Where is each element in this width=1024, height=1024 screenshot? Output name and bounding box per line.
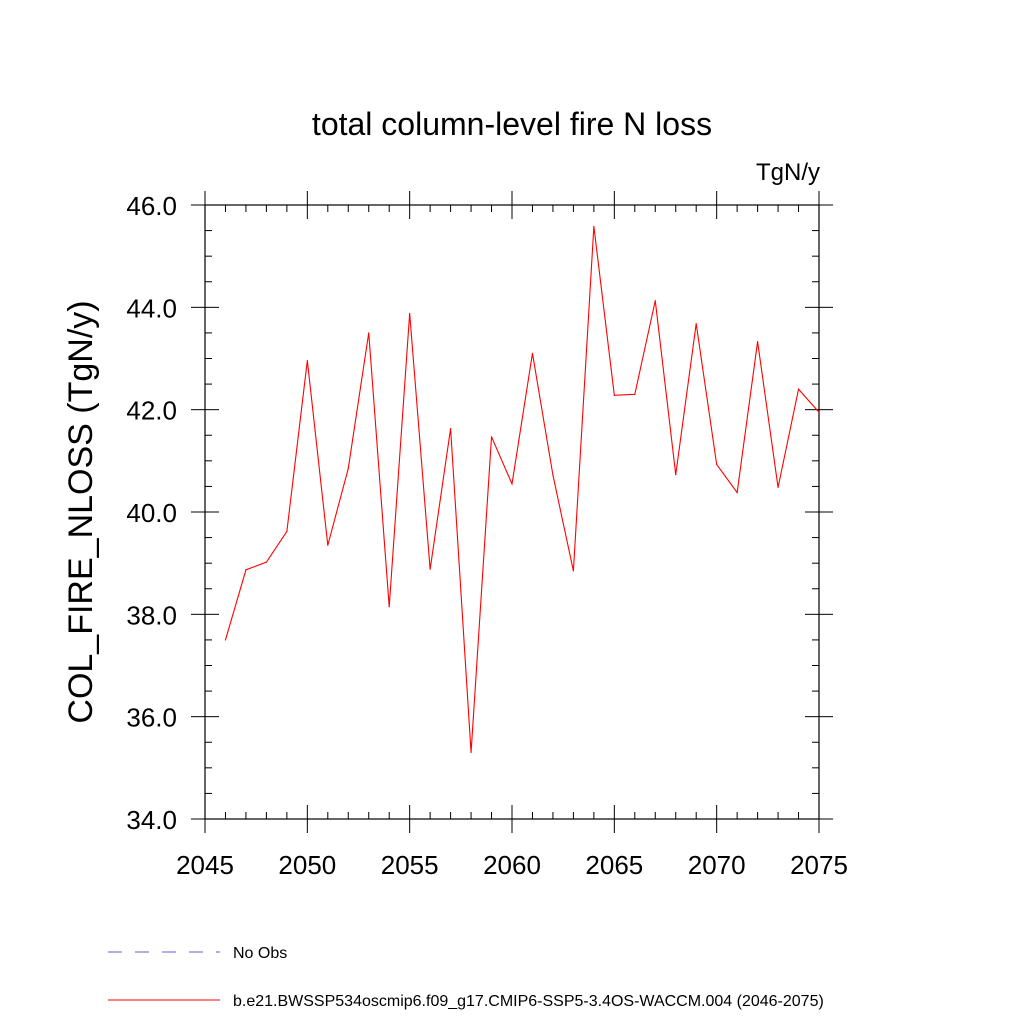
y-tick-label: 34.0 bbox=[126, 805, 177, 835]
data-point bbox=[695, 323, 697, 325]
series-lines bbox=[224, 225, 820, 754]
data-point bbox=[388, 606, 390, 608]
data-point bbox=[716, 463, 718, 466]
data-point bbox=[409, 312, 411, 315]
x-tick-label: 2045 bbox=[176, 850, 234, 880]
x-tick-label: 2070 bbox=[688, 850, 746, 880]
data-point bbox=[552, 474, 554, 476]
data-point bbox=[368, 332, 370, 334]
y-tick-label: 40.0 bbox=[126, 498, 177, 528]
x-tick-label: 2055 bbox=[381, 850, 439, 880]
data-point bbox=[634, 393, 636, 395]
data-point bbox=[245, 569, 247, 571]
data-point bbox=[797, 388, 800, 390]
data-point bbox=[593, 225, 595, 228]
chart-title: total column-level fire N loss bbox=[312, 106, 712, 142]
x-tick-label: 2075 bbox=[790, 850, 848, 880]
data-point bbox=[654, 300, 656, 302]
legend-label: No Obs bbox=[233, 945, 287, 962]
x-tick-label: 2060 bbox=[483, 850, 541, 880]
axis-tick-labels: 2045 2050 2055 2060 2065 2070 2075 34.0 36.0 38.0… bbox=[126, 191, 848, 880]
y-tick-label: 44.0 bbox=[126, 293, 177, 323]
data-point bbox=[429, 568, 431, 570]
data-point bbox=[572, 570, 575, 572]
plot-frame bbox=[204, 204, 820, 820]
x-tick-label: 2050 bbox=[278, 850, 336, 880]
axis-ticks bbox=[191, 191, 833, 833]
data-point bbox=[757, 341, 759, 343]
series-line bbox=[224, 226, 820, 753]
data-point bbox=[224, 639, 227, 641]
data-point bbox=[347, 467, 349, 470]
y-tick-label: 36.0 bbox=[126, 703, 177, 733]
data-point bbox=[511, 483, 513, 485]
y-tick-label: 46.0 bbox=[126, 191, 177, 221]
data-point bbox=[736, 491, 738, 494]
data-point bbox=[531, 352, 534, 354]
y-tick-label: 38.0 bbox=[126, 600, 177, 630]
data-point bbox=[286, 530, 288, 533]
data-point bbox=[470, 751, 472, 754]
x-tick-label: 2065 bbox=[585, 850, 643, 880]
units-label: TgN/y bbox=[756, 159, 820, 186]
data-point bbox=[675, 474, 677, 476]
data-point bbox=[306, 359, 308, 362]
y-tick-label: 42.0 bbox=[126, 396, 177, 426]
data-point bbox=[450, 427, 452, 430]
data-point bbox=[490, 436, 493, 438]
data-point bbox=[327, 544, 329, 546]
y-axis-label: COL_FIRE_NLOSS (TgN/y) bbox=[62, 300, 100, 723]
data-point bbox=[777, 486, 779, 489]
data-point bbox=[613, 394, 615, 396]
data-point bbox=[818, 411, 820, 413]
legend: No Obs b.e21.BWSSP534oscmip6.f09_g17.CMIP… bbox=[108, 945, 824, 1010]
legend-label: b.e21.BWSSP534oscmip6.f09_g17.CMIP6-SSP5… bbox=[233, 993, 824, 1010]
data-point bbox=[265, 561, 267, 563]
